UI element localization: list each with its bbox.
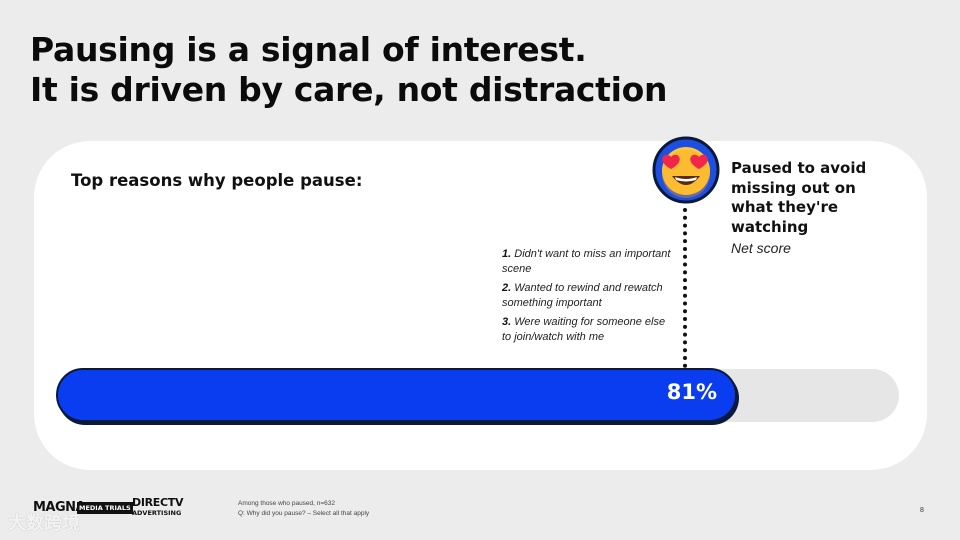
progress-value: 81% [666, 380, 717, 404]
reason-number: 1. [502, 248, 512, 260]
reason-item: 1. Didn't want to miss an important scen… [502, 247, 677, 277]
advertising-logo-text: ADVERTISING [132, 509, 182, 517]
magna-logo: MAGNA [33, 500, 86, 515]
reason-text: Didn't want to miss an important scene [502, 248, 671, 275]
callout-sub-label: Net score [731, 240, 791, 256]
card-subtitle: Top reasons why people pause: [71, 171, 363, 190]
footnote-question: Q: Why did you pause? – Select all that … [238, 510, 370, 517]
watermark: 大数跨境 [8, 513, 80, 534]
page-number: 8 [920, 507, 924, 514]
footnotes: Among those who paused, n=632 Q: Why did… [238, 499, 369, 519]
callout-label: Paused to avoid missing out on what they… [731, 159, 867, 236]
reason-number: 2. [502, 282, 512, 294]
reason-text: Were waiting for someone else to join/wa… [502, 316, 666, 343]
slide-title-line-2: It is driven by care, not distraction [30, 70, 668, 109]
footnote-sample: Among those who paused, n=632 [238, 500, 336, 507]
reason-item: 3. Were waiting for someone else to join… [502, 315, 677, 345]
reasons-list: 1. Didn't want to miss an important scen… [502, 247, 677, 349]
reason-item: 2. Wanted to rewind and rewatch somethin… [502, 281, 677, 311]
progress-fill: 81% [56, 368, 737, 422]
directv-logo-text: DIRECTV [132, 496, 184, 509]
reason-text: Wanted to rewind and rewatch something i… [502, 282, 663, 309]
heart-eyes-emoji-icon [652, 136, 720, 204]
slide-title-line-1: Pausing is a signal of interest. [30, 30, 587, 69]
dotted-connector [683, 208, 687, 368]
slide-title: Pausing is a signal of interest. It is d… [30, 30, 668, 110]
media-trials-badge: MEDIA TRIALS [77, 502, 133, 514]
reason-number: 3. [502, 316, 512, 328]
directv-advertising-logo: DIRECTV ADVERTISING [132, 496, 184, 518]
